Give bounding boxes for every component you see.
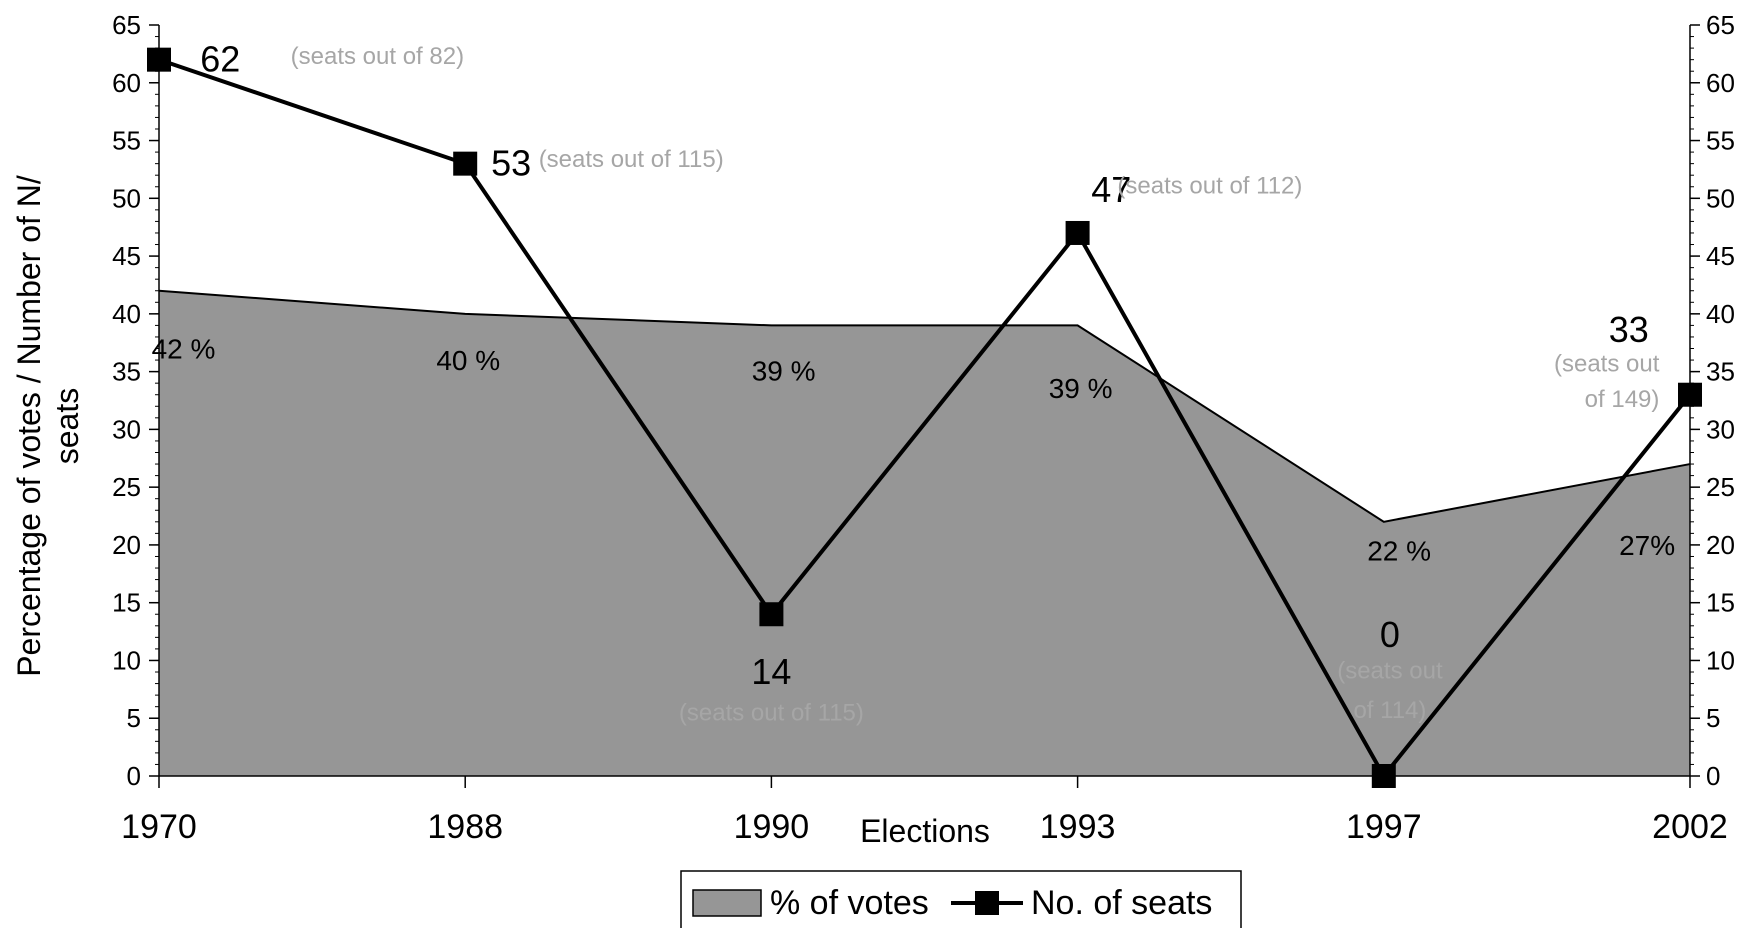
x-tick-label: 1993 [1040,808,1116,846]
y-tick-label-left: 35 [112,357,141,387]
seats-note-label: (seats out [1337,658,1443,685]
y-tick-label-right: 15 [1706,588,1735,618]
y-tick-label-right: 25 [1706,472,1735,502]
seats-data-label: 62 [200,39,240,80]
y-tick-label-right: 30 [1706,414,1735,444]
seats-note-label: (seats out [1554,350,1660,377]
y-tick-label-right: 45 [1706,241,1735,271]
y-axis-title-line2: seats [49,388,85,464]
votes-area-fill [159,290,1690,776]
y-tick-label-right: 5 [1706,703,1720,733]
seats-marker [1371,764,1396,788]
y-tick-label-left: 50 [112,183,141,213]
seats-data-label: 53 [491,143,531,184]
seats-line-layer [147,47,1702,788]
x-tick-label: 2002 [1652,808,1728,846]
seats-data-label: 47 [1091,169,1131,210]
y-tick-label-left: 10 [112,645,141,675]
y-tick-label-right: 60 [1706,68,1735,98]
legend: % of votes No. of seats [680,870,1242,928]
y-tick-label-left: 55 [112,126,141,156]
seats-note-label: (seats out of 115) [539,146,724,173]
seats-note-label: of 149) [1585,386,1660,413]
x-tick-label: 1990 [734,808,810,846]
x-tick-label: 1988 [427,808,503,846]
y-tick-label-left: 20 [112,530,141,560]
seats-marker [759,602,784,627]
y-tick-label-right: 50 [1706,183,1735,213]
y-tick-label-right: 40 [1706,299,1735,329]
votes-data-label: 39 % [752,355,816,386]
y-tick-label-left: 0 [127,761,141,791]
y-tick-label-left: 25 [112,472,141,502]
votes-area-outline [158,289,1691,523]
x-axis-title: Elections [860,813,990,849]
y-tick-label-right: 35 [1706,357,1735,387]
votes-data-label: 40 % [436,345,500,376]
seats-line [158,57,1692,780]
y-axis-title-line1: Percentage of votes / Number of N/ [11,175,47,677]
y-tick-label-left: 60 [112,68,141,98]
seats-marker [453,151,478,176]
y-tick-label-right: 10 [1706,645,1735,675]
votes-data-label: 39 % [1049,373,1113,404]
seats-note-label: (seats out of 115) [679,699,864,726]
seats-marker [1678,382,1702,407]
seats-note-label: (seats out of 112) [1117,172,1302,199]
seats-data-label: 33 [1609,309,1649,350]
legend-label-votes: % of votes [770,884,929,922]
seats-note-label: (seats out of 82) [291,43,464,70]
y-tick-label-left: 30 [112,414,141,444]
data-labels-layer: 42 % 40 % 39 % 39 % 22 % 27% 62 (seats out of 8… [152,39,1676,727]
y-tick-label-right: 0 [1706,761,1720,791]
votes-data-label: 42 % [152,334,216,365]
y-tick-label-right: 20 [1706,530,1735,560]
legend-box [680,870,1242,928]
y-tick-label-right: 55 [1706,126,1735,156]
x-tick-label: 1997 [1346,808,1422,846]
seats-marker [1065,220,1090,245]
y-tick-label-left: 15 [112,588,141,618]
y-tick-label-left: 65 [112,10,141,40]
y-tick-label-left: 40 [112,299,141,329]
votes-data-label: 27% [1619,530,1675,561]
legend-swatch-votes [692,889,762,917]
y-tick-label-left: 45 [112,241,141,271]
seats-data-label: 14 [751,651,791,692]
seats-marker [147,47,171,72]
legend-swatch-seats-marker [975,891,999,915]
y-tick-label-left: 5 [127,703,141,733]
x-tick-label: 1970 [121,808,197,846]
seats-data-label: 0 [1380,614,1400,655]
votes-data-label: 22 % [1367,536,1431,567]
y-tick-label-right: 65 [1706,10,1735,40]
seats-note-label: of 114) [1353,697,1426,724]
votes-area-layer [158,289,1691,776]
legend-label-seats: No. of seats [1031,884,1212,922]
